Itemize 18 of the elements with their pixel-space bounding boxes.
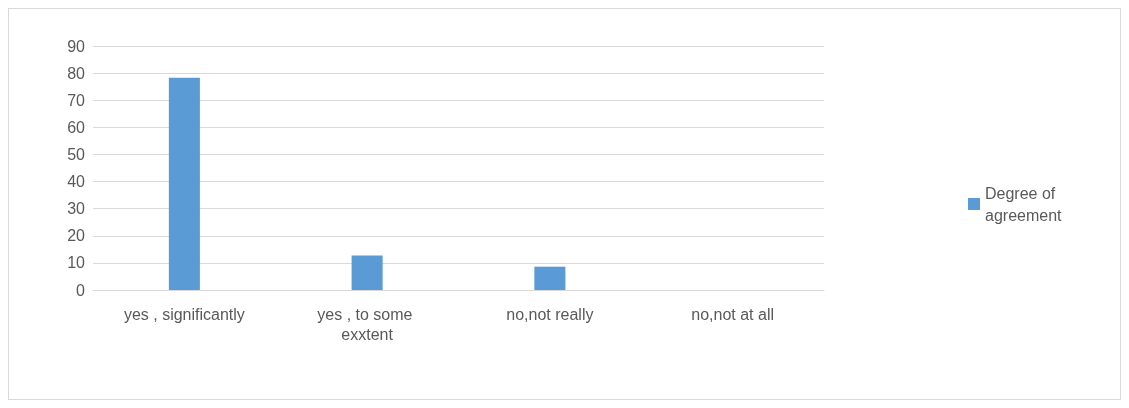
y-tick-label: 60: [67, 118, 86, 136]
y-tick-label: 80: [67, 64, 86, 82]
y-tick-label: 20: [67, 227, 86, 245]
y-tick-label: 10: [67, 254, 86, 272]
x-tick-label: no,not at all: [691, 305, 774, 323]
x-tick-label: yes , significantly: [123, 305, 245, 323]
bar: [534, 266, 566, 290]
bar: [351, 255, 383, 290]
legend-label: Degree of agreement: [985, 184, 1063, 224]
y-tick-label: 70: [67, 91, 86, 109]
y-tick-label: 50: [67, 145, 86, 163]
y-tick-label: 30: [67, 200, 86, 218]
y-tick-label: 0: [76, 281, 86, 299]
bar: [168, 77, 200, 290]
x-tick-label: no,not really: [506, 305, 594, 323]
y-tick-label: 90: [67, 37, 86, 55]
x-tick-label: yes , to some exxtent: [317, 305, 417, 343]
y-tick-label: 40: [67, 173, 86, 191]
